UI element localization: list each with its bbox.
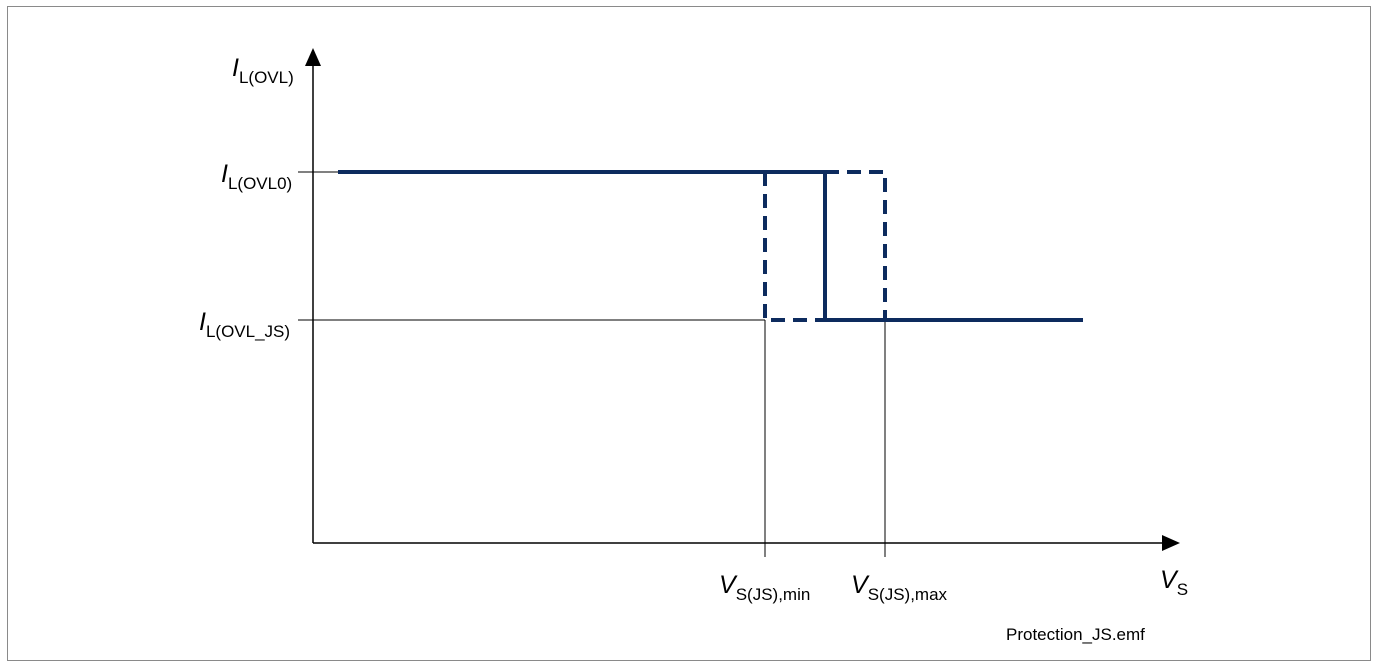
tolerance-curve-max <box>825 170 887 320</box>
nominal-curve <box>338 170 1083 322</box>
x-mark-min-label: VS(JS),min <box>719 571 811 604</box>
x-axis-arrow-icon <box>1162 535 1180 551</box>
figure-filename: Protection_JS.emf <box>1006 625 1145 644</box>
figure-frame <box>7 6 1371 661</box>
y-axis-label: IL(OVL) <box>232 54 294 87</box>
y-level-low-label: IL(OVL_JS) <box>199 308 291 341</box>
y-axis-arrow-icon <box>305 48 321 66</box>
tolerance-curve-min <box>763 172 825 322</box>
x-mark-max-label: VS(JS),max <box>851 571 948 604</box>
x-axis-label: VS <box>1160 566 1189 599</box>
y-level-high-label: IL(OVL0) <box>221 160 293 193</box>
